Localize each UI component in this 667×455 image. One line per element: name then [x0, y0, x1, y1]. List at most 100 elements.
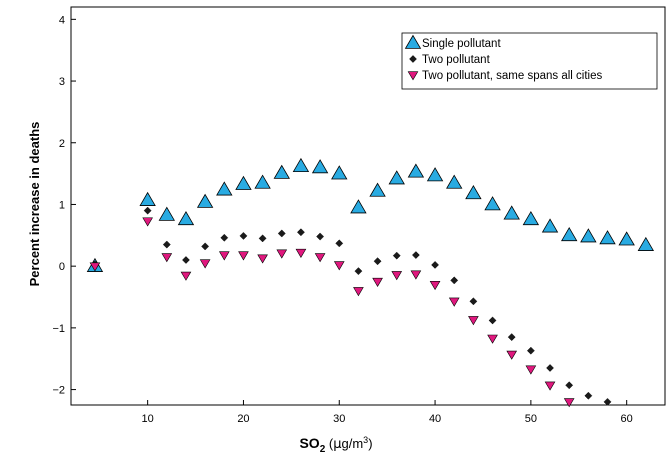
x-axis-title-unit-superscript: 3	[363, 435, 368, 445]
data-point	[143, 206, 152, 215]
y-tick-label: 4	[59, 14, 65, 26]
data-point	[369, 182, 386, 197]
data-point	[139, 191, 156, 206]
x-tick-label: 40	[429, 413, 441, 425]
data-point	[199, 259, 211, 269]
x-tick-label: 60	[621, 413, 633, 425]
data-point	[142, 217, 153, 227]
legend-marker	[409, 55, 417, 63]
x-tick-label: 30	[333, 413, 345, 425]
data-point	[448, 297, 460, 307]
series-3	[89, 217, 575, 408]
data-points	[86, 157, 655, 408]
data-point	[235, 175, 252, 190]
data-point	[354, 267, 363, 276]
data-point	[544, 381, 556, 391]
y-axis: −2 −1 0 1 2 3 4	[52, 14, 76, 397]
data-point	[468, 316, 479, 326]
data-point	[350, 199, 367, 214]
data-point	[580, 228, 597, 243]
data-point	[618, 231, 635, 246]
legend-marker	[404, 34, 422, 49]
data-point	[239, 231, 248, 240]
data-point	[277, 229, 286, 238]
legend-item: Single pollutant	[404, 34, 501, 50]
data-point	[410, 270, 422, 280]
data-point	[238, 251, 249, 261]
data-point	[584, 391, 593, 400]
data-point	[429, 281, 441, 291]
data-point	[637, 236, 655, 251]
data-point	[335, 239, 344, 248]
data-point	[296, 228, 305, 237]
y-tick-label: 2	[59, 138, 65, 150]
x-axis-title-unit: g/m	[342, 436, 364, 451]
x-axis-title-unit-open: (	[325, 436, 334, 451]
y-tick-label: −2	[52, 385, 65, 397]
data-point	[196, 193, 214, 208]
legend-item: Two pollutant, same spans all cities	[407, 70, 603, 82]
data-point	[507, 333, 516, 342]
data-point	[506, 350, 518, 360]
data-point	[469, 297, 478, 306]
data-point	[388, 170, 405, 185]
x-tick-label: 10	[142, 413, 154, 425]
data-point	[254, 174, 271, 189]
data-point	[182, 256, 190, 264]
data-point	[216, 181, 233, 196]
data-point	[257, 254, 268, 264]
data-point	[465, 185, 482, 200]
data-point	[525, 365, 537, 375]
data-point	[426, 167, 444, 182]
data-point	[372, 277, 383, 287]
x-axis-title-unit-mu: µ	[333, 437, 341, 452]
data-point	[488, 316, 497, 325]
data-point	[373, 257, 382, 266]
data-point	[546, 364, 554, 372]
data-point	[162, 240, 171, 249]
data-point	[295, 248, 307, 258]
data-point	[431, 260, 440, 269]
data-point	[599, 230, 616, 245]
data-point	[177, 210, 195, 226]
data-point	[603, 397, 612, 406]
x-axis: 10 20 30 40 50 60	[142, 400, 633, 425]
y-tick-label: 3	[59, 76, 65, 88]
data-point	[541, 218, 559, 233]
data-point	[503, 205, 520, 220]
data-point	[392, 251, 401, 260]
legend-box	[401, 32, 658, 90]
legend-label: Single pollutant	[422, 38, 501, 50]
data-point	[89, 262, 101, 272]
data-point	[391, 271, 403, 281]
x-axis-title-unit-close: )	[368, 436, 372, 451]
y-tick-label: −1	[52, 323, 65, 335]
data-point	[446, 174, 463, 189]
data-point	[560, 227, 578, 242]
x-axis-title-subscript: 2	[320, 444, 326, 455]
data-point	[258, 234, 267, 243]
data-point	[526, 346, 535, 355]
x-axis-title-main: SO	[299, 435, 319, 451]
x-axis-title: SO2 (µg/m3)	[299, 435, 372, 455]
data-point	[565, 381, 574, 390]
data-point	[292, 157, 310, 173]
data-point	[563, 398, 575, 408]
data-point	[353, 287, 364, 297]
x-tick-label: 50	[525, 413, 537, 425]
data-point	[218, 251, 230, 261]
data-point	[407, 163, 425, 178]
data-point	[180, 271, 192, 281]
legend-item: Two pollutant	[409, 54, 491, 66]
data-point	[311, 159, 329, 174]
legend-label: Two pollutant	[422, 54, 491, 66]
data-point	[411, 251, 420, 260]
data-point	[484, 196, 501, 211]
data-point	[158, 206, 176, 221]
data-point	[273, 164, 290, 179]
data-point	[276, 249, 288, 259]
data-point	[316, 232, 325, 241]
data-point	[161, 253, 173, 263]
legend-marker	[407, 71, 419, 81]
